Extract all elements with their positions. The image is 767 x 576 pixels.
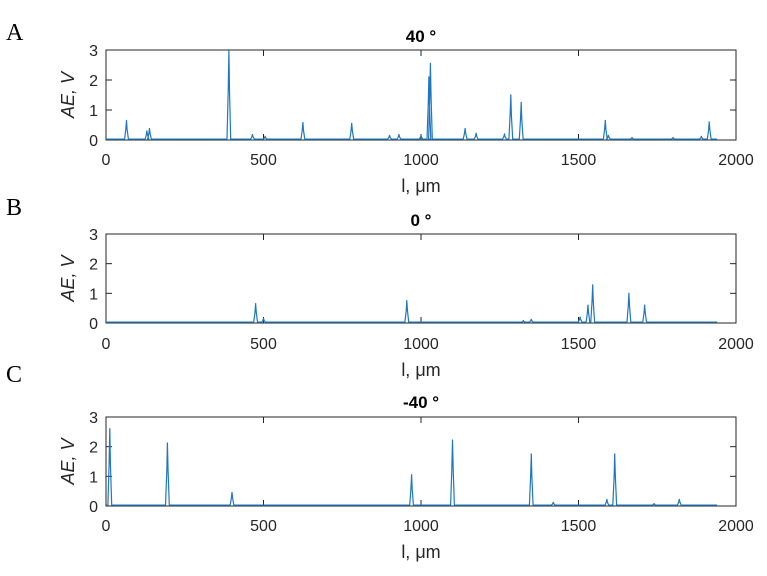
peak-point xyxy=(428,76,430,78)
peak-point xyxy=(672,137,674,139)
peak-point xyxy=(708,121,710,123)
peak-point xyxy=(614,453,616,455)
peak-point xyxy=(503,133,506,135)
peak-point xyxy=(653,503,655,505)
y-axis-label: AE, V xyxy=(58,437,78,486)
series-line xyxy=(106,284,718,323)
peak-point xyxy=(388,134,391,137)
x-tick-label: 500 xyxy=(250,152,277,169)
x-tick-label: 2000 xyxy=(718,518,754,535)
y-tick-label: 0 xyxy=(89,133,98,150)
peak-point xyxy=(604,119,606,122)
y-tick-label: 0 xyxy=(89,499,98,516)
y-tick-label: 2 xyxy=(89,440,98,457)
chart-title: -40 ° xyxy=(403,393,439,412)
y-tick-label: 1 xyxy=(89,286,98,303)
y-tick-label: 3 xyxy=(89,43,98,60)
peak-point xyxy=(264,135,266,137)
peak-point xyxy=(678,498,680,501)
x-tick-label: 500 xyxy=(250,336,277,353)
x-tick-label: 2000 xyxy=(718,152,754,169)
peak-point xyxy=(228,50,230,52)
chart-title: 0 ° xyxy=(411,211,432,230)
peak-point xyxy=(398,134,400,136)
peak-point xyxy=(255,303,257,305)
peak-point xyxy=(510,94,512,96)
peak-point xyxy=(592,284,594,286)
peak-point xyxy=(552,501,554,504)
x-tick-label: 0 xyxy=(102,152,111,169)
y-tick-label: 3 xyxy=(89,227,98,244)
peak-point xyxy=(700,135,702,137)
series-line xyxy=(106,50,718,140)
chart-panel-a: A 40 ° 0 1 2 3 0 500 1000 1500 2000 l, μm AE, V xyxy=(6,20,754,196)
y-axis-label: AE, V xyxy=(58,70,78,119)
x-tick-label: 1000 xyxy=(403,518,439,535)
panel-letter: B xyxy=(6,195,22,221)
y-tick-label: 3 xyxy=(89,410,98,427)
panel-letter: C xyxy=(6,362,22,388)
x-tick-label: 1500 xyxy=(561,336,597,353)
x-tick-label: 1000 xyxy=(403,336,439,353)
peak-point xyxy=(644,304,646,306)
x-tick-label: 1500 xyxy=(561,152,597,169)
chart-panel-b: B 0 ° 0 1 2 3 0 500 1000 1500 2000 l, μm AE, V xyxy=(6,195,754,380)
peak-point xyxy=(429,62,432,65)
y-tick-label: 2 xyxy=(89,257,98,274)
peak-point xyxy=(262,317,265,320)
peak-point xyxy=(530,318,532,321)
peak-point xyxy=(475,132,477,134)
peak-point xyxy=(410,474,413,476)
peak-point xyxy=(146,130,148,132)
peak-point xyxy=(125,119,128,122)
peak-point xyxy=(606,498,608,501)
peak-point xyxy=(251,134,254,136)
peak-point xyxy=(420,134,422,137)
peak-point xyxy=(351,122,353,125)
x-tick-label: 2000 xyxy=(718,336,754,353)
chart-panel-c: C -40 ° 0 1 2 3 0 500 1000 1500 2000 l, μm AE, V xyxy=(6,362,754,562)
peak-point xyxy=(522,320,524,322)
peak-point xyxy=(148,128,151,130)
plot-area xyxy=(105,233,737,324)
x-tick-label: 0 xyxy=(102,336,111,353)
plot-area xyxy=(105,416,737,507)
y-tick-label: 1 xyxy=(89,469,98,486)
x-tick-label: 1500 xyxy=(561,518,597,535)
peak-point xyxy=(166,442,169,444)
peak-point xyxy=(628,292,630,294)
y-axis-label: AE, V xyxy=(58,254,78,303)
peak-point xyxy=(464,128,466,130)
panel-letter: A xyxy=(6,20,24,46)
x-axis-label: l, μm xyxy=(401,542,440,562)
y-tick-label: 1 xyxy=(89,103,98,120)
x-axis-label: l, μm xyxy=(401,176,440,196)
x-tick-label: 1000 xyxy=(403,152,439,169)
peak-point xyxy=(530,453,532,455)
x-tick-label: 0 xyxy=(102,518,111,535)
plot-area xyxy=(105,49,737,141)
x-tick-label: 500 xyxy=(250,518,277,535)
peak-point xyxy=(302,122,304,124)
peak-point xyxy=(451,439,454,441)
peak-point xyxy=(579,316,581,318)
chart-title: 40 ° xyxy=(406,27,437,46)
peak-point xyxy=(607,134,610,137)
peak-point xyxy=(631,137,633,139)
peak-point xyxy=(109,428,111,430)
x-axis-label: l, μm xyxy=(401,360,440,380)
peak-point xyxy=(520,101,522,104)
peak-point xyxy=(406,300,408,302)
peak-point xyxy=(587,304,589,306)
y-tick-label: 0 xyxy=(89,316,98,333)
y-tick-label: 2 xyxy=(89,73,98,90)
peak-point xyxy=(231,492,233,494)
